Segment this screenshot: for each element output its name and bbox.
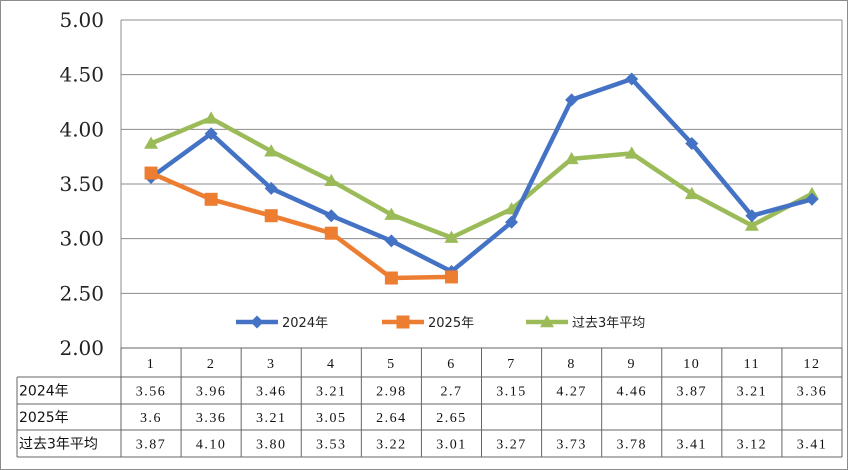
legend-label: 2024年: [282, 316, 328, 331]
table-cell-value: 3.96: [196, 385, 227, 400]
table-cell-value: 3.41: [677, 438, 708, 453]
data-point-marker: [685, 137, 699, 151]
table-row-header: 2025年: [19, 410, 69, 426]
x-category-label: 7: [507, 357, 516, 372]
y-tick-label: 2.50: [59, 281, 104, 305]
x-category-label: 12: [803, 357, 820, 372]
table-cell-value: 2.98: [376, 385, 407, 400]
data-point-marker: [204, 192, 218, 206]
table-cell-value: 4.46: [616, 385, 647, 400]
table-cell-value: 3.87: [677, 385, 708, 400]
table-cell-value: 3.36: [196, 411, 227, 426]
y-axis-tick-labels: 5.00 4.50 4.00 3.50 3.00 2.50 2.00: [59, 8, 104, 360]
table-cell-value: 3.46: [256, 385, 287, 400]
table-cell-value: 4.27: [556, 385, 587, 400]
y-tick-label: 4.00: [59, 117, 104, 141]
table-cell-value: 3.01: [436, 438, 467, 453]
y-tick-label: 4.50: [59, 63, 104, 87]
table-cell-value: 3.56: [136, 385, 167, 400]
legend: 2024年 2025年 过去3年平均: [236, 315, 645, 331]
data-point-marker: [444, 230, 459, 243]
table-cell-value: 3.27: [496, 438, 527, 453]
table-cell-value: 2.65: [436, 411, 467, 426]
x-category-label: 10: [683, 357, 700, 372]
x-category-label: 11: [744, 357, 760, 372]
legend-item: 2024年: [236, 315, 328, 331]
table-cell-value: 3.78: [616, 438, 647, 453]
y-tick-label: 3.00: [59, 227, 104, 251]
x-category-label: 5: [387, 357, 396, 372]
table-cell-value: 3.21: [737, 385, 768, 400]
legend-item: 2025年: [382, 315, 474, 331]
x-category-label: 4: [327, 357, 336, 372]
data-point-marker: [204, 127, 218, 141]
data-point-marker: [144, 136, 159, 149]
data-point-marker: [745, 209, 759, 223]
table-cell-value: 3.87: [136, 438, 167, 453]
series-1: [144, 72, 819, 278]
data-point-marker: [324, 226, 338, 240]
series-line: [148, 76, 815, 274]
data-point-marker: [505, 215, 519, 229]
legend-label: 2025年: [428, 316, 474, 331]
table-cell-value: 3.15: [496, 385, 527, 400]
x-category-label: 3: [267, 357, 276, 372]
y-tick-label: 2.00: [59, 336, 104, 360]
data-point-marker: [324, 209, 338, 223]
data-point-marker: [204, 111, 219, 124]
data-point-marker: [624, 146, 639, 159]
data-point-marker: [384, 234, 398, 248]
table-cell-value: 3.80: [256, 438, 287, 453]
data-point-marker: [324, 173, 339, 186]
table-cell-value: 3.36: [797, 385, 828, 400]
table-cell-value: 3.73: [556, 438, 587, 453]
y-tick-label: 3.50: [59, 172, 104, 196]
series-3: [144, 111, 819, 243]
series-line: [148, 170, 454, 281]
x-category-label: 6: [447, 357, 456, 372]
series-lines: [144, 72, 819, 285]
data-point-marker: [684, 186, 699, 200]
data-point-marker: [396, 315, 410, 329]
data-point-marker: [805, 192, 819, 206]
series-2: [144, 166, 458, 285]
x-category-label: 1: [147, 357, 156, 372]
data-point-marker: [264, 209, 278, 223]
y-tick-label: 5.00: [59, 8, 104, 32]
table-cell-value: 3.12: [737, 438, 768, 453]
table-cell-value: 3.21: [316, 385, 347, 400]
table-cell-value: 3.6: [140, 411, 162, 426]
table-row-header: 过去3年平均: [19, 437, 98, 453]
table-cell-value: 3.22: [376, 438, 407, 453]
data-point-marker: [625, 72, 639, 86]
data-point-marker: [384, 207, 399, 220]
data-point-marker: [144, 166, 158, 180]
data-point-marker: [250, 315, 264, 329]
table-row-header: 2024年: [19, 384, 69, 400]
data-point-marker: [384, 271, 398, 285]
table-cell-value: 3.05: [316, 411, 347, 426]
table-cell-value: 3.21: [256, 411, 287, 426]
data-point-marker: [540, 315, 554, 328]
data-point-marker: [565, 93, 579, 107]
table-cell-value: 2.7: [440, 385, 462, 400]
data-point-marker: [564, 151, 579, 165]
table-cell-value: 4.10: [196, 438, 227, 453]
x-category-label: 2: [207, 357, 216, 372]
data-point-marker: [744, 218, 759, 231]
legend-label: 过去3年平均: [572, 316, 645, 331]
table-cell-value: 2.64: [376, 411, 407, 426]
x-category-label: 9: [627, 357, 636, 372]
table-cell-value: 3.41: [797, 438, 828, 453]
legend-item: 过去3年平均: [526, 315, 645, 331]
data-point-marker: [264, 144, 279, 157]
x-category-label: 8: [567, 357, 576, 372]
table-cell-value: 3.53: [316, 438, 347, 453]
data-point-marker: [264, 181, 278, 195]
data-point-marker: [444, 270, 458, 284]
series-line: [148, 116, 815, 240]
